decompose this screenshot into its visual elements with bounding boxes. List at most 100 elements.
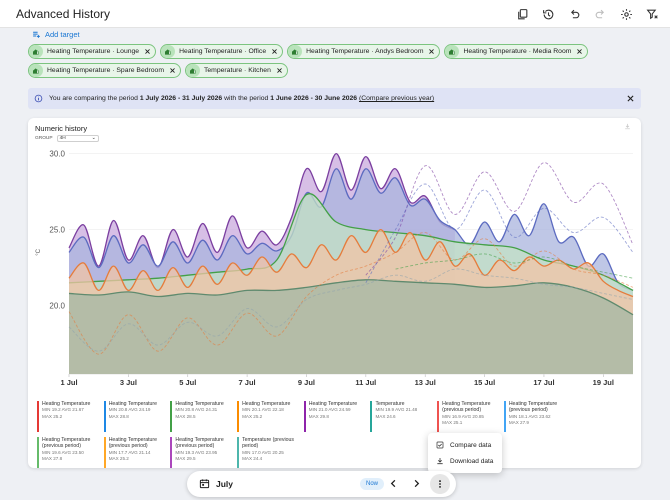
menu-item-label: Compare data bbox=[450, 441, 492, 449]
download-icon bbox=[437, 458, 443, 465]
legend-item[interactable]: Heating Temperature (previous period) MIN… bbox=[170, 437, 237, 468]
current-period: 1 July 2026 - 31 July 2026 bbox=[139, 95, 223, 102]
menu-item-download[interactable]: Download data bbox=[428, 453, 502, 469]
legend-name: Heating Temperature bbox=[42, 401, 91, 407]
home-thermometer-icon bbox=[186, 64, 200, 77]
legend-avg: AVG 23.62 bbox=[528, 413, 551, 419]
dots-vertical-icon bbox=[439, 480, 441, 488]
card-title: Numeric history bbox=[35, 124, 88, 133]
series-line bbox=[68, 168, 634, 292]
target-chip[interactable]: Temperature · Kitchen bbox=[185, 63, 288, 78]
chip-label: Heating Temperature · Media Room bbox=[463, 48, 572, 55]
numeric-history-chart[interactable]: 20.0 25.0 30.0 °C 1 Jul 3 Jul 5 Jul 7 Jul 9 Jul 1… bbox=[28, 118, 641, 398]
legend-item[interactable]: Heating Temperature (previous period) MIN… bbox=[437, 401, 504, 432]
close-icon[interactable] bbox=[144, 48, 151, 55]
legend-item[interactable]: Heating Temperature (previous period) MIN… bbox=[103, 437, 171, 468]
close-icon[interactable] bbox=[169, 67, 176, 74]
add-target-button[interactable]: Add target bbox=[32, 30, 80, 39]
filter-remove-icon bbox=[646, 9, 658, 19]
context-menu: Compare data Download data bbox=[428, 433, 502, 473]
close-alert-button[interactable] bbox=[626, 94, 635, 103]
more-options-button[interactable] bbox=[430, 474, 450, 494]
group-dropdown[interactable]: 4H ⌄ bbox=[56, 135, 99, 142]
chip-label: Heating Temperature · Spare Bedroom bbox=[47, 67, 164, 74]
target-chip[interactable]: Heating Temperature · Office bbox=[160, 44, 284, 59]
legend-name: Heating Temperature bbox=[108, 401, 158, 407]
legend-min: MIN 19.9 bbox=[375, 407, 395, 413]
close-icon[interactable] bbox=[428, 48, 435, 55]
legend-item[interactable]: Heating Temperature (previous period) MIN… bbox=[503, 401, 571, 432]
legend-item[interactable]: Heating Temperature MIN 19.2 AVG 21.67 MAX… bbox=[37, 401, 104, 432]
x-tick-label: 3 Jul bbox=[120, 378, 137, 387]
legend-max: MAX 24.4 bbox=[242, 456, 263, 462]
previous-period-line bbox=[365, 183, 634, 284]
legend-avg: AVG 20.85 bbox=[461, 413, 484, 419]
previous-period-line bbox=[68, 268, 634, 352]
legend-item[interactable]: Heating Temperature (previous period) MIN… bbox=[37, 437, 104, 468]
history-icon bbox=[542, 9, 553, 19]
legend-stats: MIN 18.1 AVG 23.62 MAX 27.9 bbox=[509, 414, 571, 427]
copy-icon bbox=[517, 8, 527, 19]
target-chip[interactable]: Heating Temperature · Spare Bedroom bbox=[28, 63, 181, 78]
calendar-button[interactable] bbox=[199, 478, 210, 489]
target-chip[interactable]: Heating Temperature · Media Room bbox=[444, 44, 589, 59]
legend-name: Heating Temperature (previous period) bbox=[508, 401, 558, 414]
legend-item[interactable]: Heating Temperature MIN 20.8 AVG 24.19 MAX… bbox=[103, 401, 171, 432]
history-button[interactable] bbox=[536, 3, 560, 25]
legend-name: Heating Temperature (previous period) bbox=[442, 401, 491, 414]
legend-item[interactable]: Temperature MIN 19.9 AVG 21.48 MAX 24.6 bbox=[370, 401, 437, 432]
current-month[interactable]: July bbox=[216, 479, 234, 489]
legend-min: MIN 17.0 bbox=[242, 449, 261, 455]
legend-min: MIN 20.8 bbox=[175, 407, 195, 413]
undo-button[interactable] bbox=[562, 3, 586, 25]
close-icon[interactable] bbox=[276, 67, 283, 74]
compare-previous-year-link[interactable]: (Compare previous year) bbox=[358, 95, 435, 102]
legend-max: MAX 27.8 bbox=[42, 456, 63, 462]
close-icon[interactable] bbox=[576, 48, 583, 55]
legend-item[interactable]: Heating Temperature MIN 20.8 AVG 24.31 MAX… bbox=[170, 401, 237, 432]
legend-item[interactable]: Heating Temperature MIN 20.1 AVG 22.18 MAX… bbox=[237, 401, 304, 432]
legend-name: Temperature (previous period) bbox=[242, 437, 294, 450]
playlist-add-icon bbox=[33, 31, 40, 38]
legend-item[interactable]: Heating Temperature MIN 21.0 AVG 24.59 MAX… bbox=[303, 401, 371, 432]
legend-item[interactable]: Temperature (previous period) MIN 17.0 AV… bbox=[237, 437, 304, 468]
legend-stats: MIN 20.8 AVG 24.31 MAX 28.5 bbox=[175, 407, 237, 420]
series-line bbox=[68, 279, 634, 316]
x-tick-label: 11 Jul bbox=[355, 378, 376, 387]
target-chip[interactable]: Heating Temperature · Andys Bedroom bbox=[287, 44, 441, 59]
legend-name: Heating Temperature (previous period) bbox=[175, 437, 224, 450]
legend-max: MAX 24.6 bbox=[375, 413, 396, 419]
legend-max: MAX 25.2 bbox=[242, 413, 263, 419]
legend-name: Heating Temperature bbox=[308, 401, 358, 407]
clear-filter-button[interactable] bbox=[640, 3, 664, 25]
x-tick-label: 9 Jul bbox=[298, 378, 315, 387]
menu-item-compare[interactable]: Compare data bbox=[428, 437, 502, 453]
card-download-button[interactable] bbox=[624, 123, 631, 130]
previous-period-button[interactable] bbox=[388, 478, 399, 489]
legend-min: MIN 20.8 bbox=[108, 407, 128, 413]
legend-avg: AVG 23.95 bbox=[195, 449, 218, 455]
series-area bbox=[69, 279, 633, 374]
settings-button[interactable] bbox=[614, 3, 638, 25]
target-chip[interactable]: Heating Temperature · Lounge bbox=[28, 44, 157, 59]
y-tick-label: 25.0 bbox=[49, 226, 65, 235]
y-tick-label: 20.0 bbox=[49, 302, 65, 311]
chart-legend: Heating Temperature MIN 19.2 AVG 21.67 MAX… bbox=[37, 401, 637, 468]
next-period-button[interactable] bbox=[411, 478, 422, 489]
group-value: 4H bbox=[59, 136, 66, 141]
legend-avg: AVG 24.59 bbox=[328, 407, 351, 413]
now-button[interactable]: Now bbox=[360, 478, 385, 490]
copy-button[interactable] bbox=[510, 3, 534, 25]
close-icon bbox=[627, 95, 634, 102]
x-tick-label: 7 Jul bbox=[239, 378, 256, 387]
legend-avg: AVG 22.18 bbox=[261, 407, 284, 413]
chip-label: Heating Temperature · Office bbox=[179, 48, 267, 55]
y-tick-label: 30.0 bbox=[49, 150, 65, 159]
group-selector[interactable]: GROUP 4H ⌄ bbox=[35, 135, 99, 142]
redo-button[interactable] bbox=[588, 3, 612, 25]
home-thermometer-icon bbox=[445, 45, 460, 58]
legend-name: Heating Temperature (previous period) bbox=[42, 437, 91, 450]
close-icon[interactable] bbox=[271, 48, 278, 55]
home-thermometer-icon bbox=[29, 64, 43, 77]
chip-label: Heating Temperature · Lounge bbox=[47, 48, 140, 55]
